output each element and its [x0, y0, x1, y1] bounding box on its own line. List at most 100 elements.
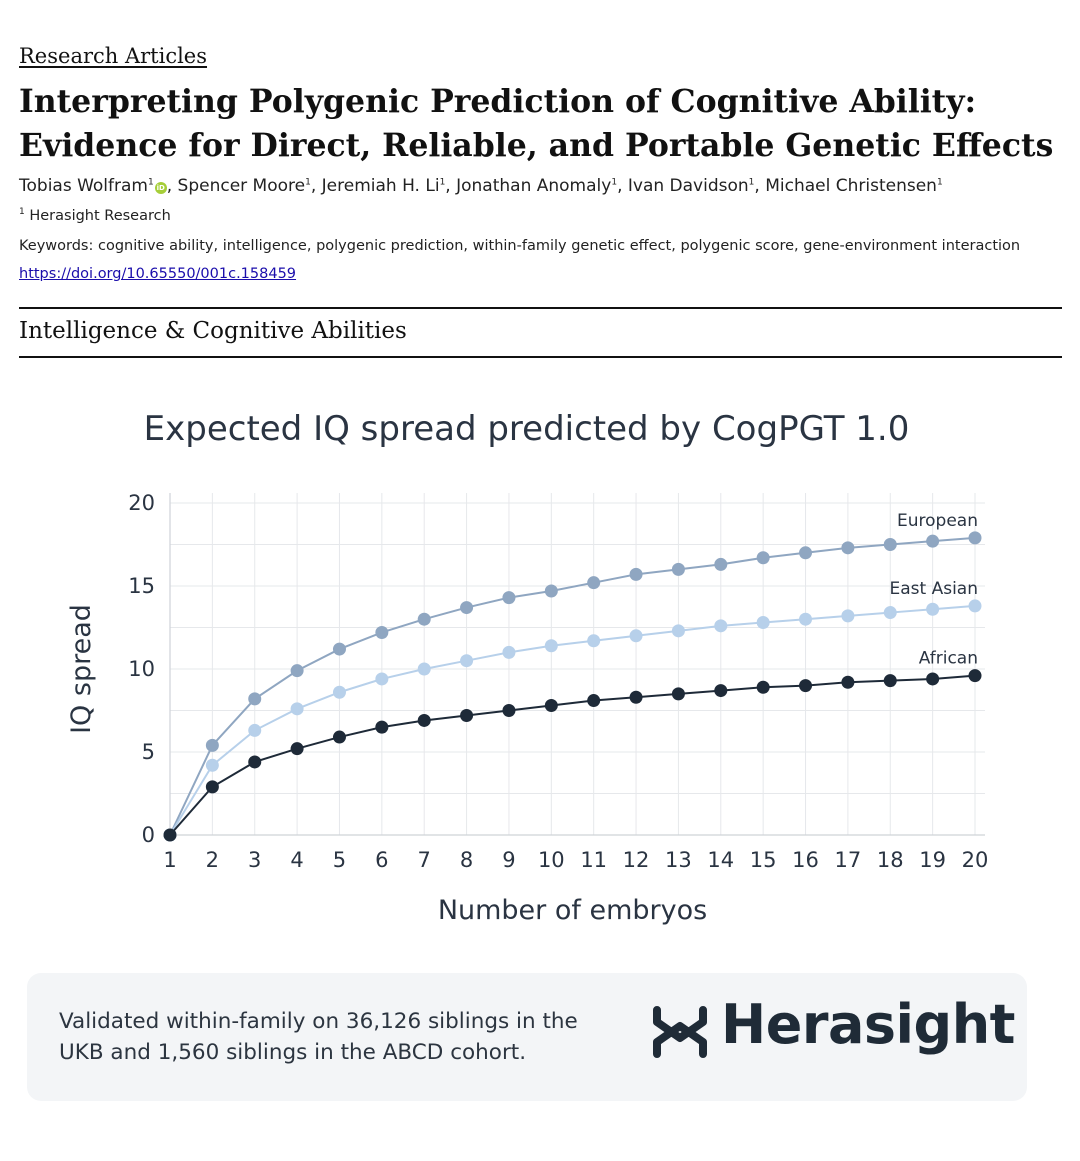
data-point — [587, 694, 601, 708]
affiliation-sup: 1 — [19, 207, 25, 218]
x-tick-label: 17 — [835, 848, 862, 872]
data-point — [417, 713, 431, 727]
data-point — [460, 654, 474, 668]
section-link-research-articles[interactable]: Research Articles — [19, 44, 208, 68]
data-point — [883, 538, 897, 551]
x-tick-label: 2 — [206, 848, 219, 872]
series-european — [163, 531, 982, 842]
x-tick-label: 1 — [163, 848, 176, 872]
data-point — [671, 687, 685, 701]
series-label: African — [919, 649, 978, 669]
x-tick-label: 5 — [333, 848, 346, 872]
x-tick-label: 7 — [418, 848, 431, 872]
data-point — [883, 606, 897, 620]
y-tick-label: 20 — [128, 491, 155, 515]
data-point — [417, 662, 431, 676]
data-point — [332, 685, 346, 699]
data-point — [290, 742, 304, 756]
data-point — [248, 692, 262, 706]
author-name: Jeremiah H. Li — [321, 176, 440, 196]
data-point — [714, 557, 728, 571]
x-tick-label: 19 — [919, 848, 946, 872]
data-point — [205, 738, 219, 752]
footer-validation-text: Validated within-family on 36,126 siblin… — [59, 1009, 578, 1065]
x-tick-label: 12 — [623, 848, 650, 872]
y-axis-title: IQ spread — [66, 604, 97, 734]
x-tick-label: 13 — [665, 848, 692, 872]
data-point — [587, 576, 601, 590]
data-point — [841, 675, 855, 689]
x-tick-label: 11 — [580, 848, 607, 872]
article-title: Interpreting Polygenic Prediction of Cog… — [19, 83, 1054, 164]
chart-title: Expected IQ spread predicted by CogPGT 1… — [143, 409, 910, 449]
x-tick-label: 6 — [375, 848, 388, 872]
keywords: Keywords: cognitive ability, intelligenc… — [19, 238, 1021, 254]
data-point — [799, 546, 813, 560]
data-point — [926, 602, 940, 616]
author-affiliation-sup: 1 — [748, 177, 755, 188]
data-point — [714, 684, 728, 698]
divider-top — [19, 307, 1062, 309]
data-point — [756, 680, 770, 694]
y-tick-label: 0 — [142, 823, 155, 847]
data-point — [968, 599, 982, 613]
divider-bottom — [19, 356, 1062, 358]
data-point — [587, 634, 601, 648]
y-tick-label: 15 — [128, 574, 155, 598]
series-label: East Asian — [890, 579, 979, 599]
data-point — [629, 567, 643, 581]
series-line — [169, 674, 976, 836]
herasight-logo-text: Herasight — [721, 993, 1015, 1056]
data-point — [248, 755, 262, 769]
series-east-asian — [163, 599, 982, 842]
data-point — [375, 720, 389, 734]
x-tick-label: 4 — [290, 848, 303, 872]
author-name: Jonathan Anomaly — [456, 176, 612, 196]
series-label: European — [897, 511, 978, 531]
data-point — [544, 639, 558, 653]
author-affiliation-sup: 1 — [305, 177, 311, 188]
data-point — [841, 541, 855, 555]
x-tick-label: 3 — [248, 848, 261, 872]
x-tick-label: 16 — [792, 848, 819, 872]
data-point — [799, 679, 813, 693]
author-name: Ivan Davidson — [627, 176, 749, 196]
y-tick-label: 10 — [128, 657, 155, 681]
data-point — [502, 591, 516, 605]
data-point — [756, 551, 770, 565]
data-point — [714, 619, 728, 633]
series-african — [163, 669, 982, 842]
data-point — [629, 690, 643, 704]
data-point — [926, 534, 940, 548]
data-point — [502, 704, 516, 717]
series-line — [169, 604, 976, 836]
author-list: Tobias Wolfram1iD, Spencer Moore1, Jerem… — [19, 176, 943, 196]
data-point — [417, 612, 431, 626]
data-point — [248, 723, 262, 737]
category-label: Intelligence & Cognitive Abilities — [19, 318, 407, 344]
data-point — [332, 730, 346, 744]
author-name: Spencer Moore — [177, 176, 306, 196]
x-axis-title: Number of embryos — [438, 895, 707, 926]
data-point — [502, 645, 516, 659]
series-line — [169, 536, 976, 836]
author-affiliation-sup: 1 — [147, 177, 154, 188]
data-point — [926, 672, 940, 686]
data-point — [332, 642, 346, 656]
x-tick-label: 14 — [707, 848, 734, 872]
doi-link[interactable]: https://doi.org/10.65550/001c.158459 — [19, 266, 297, 282]
orcid-icon[interactable]: iD — [154, 182, 167, 194]
herasight-logo-icon — [653, 1006, 707, 1058]
data-point — [671, 624, 685, 638]
data-point — [841, 609, 855, 623]
data-point — [799, 612, 813, 626]
line-chart: 1 2 3 4 5 6 7 8 9 10 11 12 13 14 15 16 17 18 19 2005101520N… — [66, 491, 988, 926]
affiliation-text: Herasight Research — [29, 208, 171, 224]
data-point — [163, 828, 177, 842]
data-point — [205, 758, 219, 772]
data-point — [290, 702, 304, 716]
data-point — [883, 674, 897, 688]
affiliation: 1 Herasight Research — [19, 208, 171, 224]
data-point — [375, 672, 389, 686]
author-name: Tobias Wolfram — [19, 176, 148, 196]
